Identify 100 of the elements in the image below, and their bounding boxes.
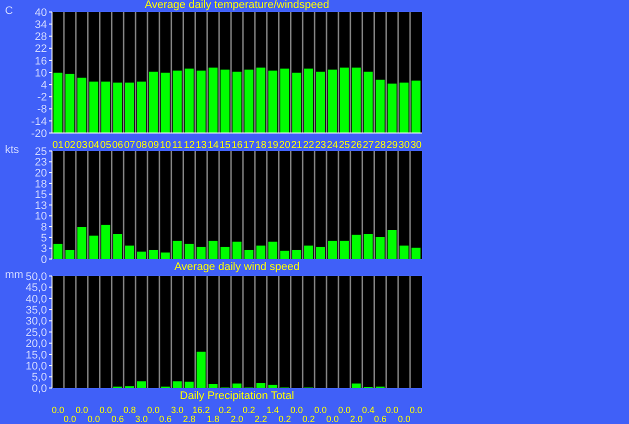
x-tick-label: 03 xyxy=(76,140,88,152)
data-label: 0.2 xyxy=(302,414,315,424)
y-axis-title: kts xyxy=(5,144,20,156)
data-label: 0.8 xyxy=(123,405,136,415)
y-tick-label: 5,0 xyxy=(32,372,47,384)
y-tick-label: 45,0 xyxy=(26,282,47,294)
bar xyxy=(89,82,98,133)
x-tick-label: 17 xyxy=(243,140,255,152)
x-tick-label: 21 xyxy=(291,140,303,152)
bar xyxy=(376,80,385,133)
x-tick-label: 16 xyxy=(231,140,243,152)
bar xyxy=(53,72,62,133)
x-axis-title: Daily Precipitation Total xyxy=(178,390,296,402)
y-tick-label: 20,0 xyxy=(26,338,47,350)
y-tick-label: 0,0 xyxy=(32,382,47,395)
y-tick-label: 3 xyxy=(40,243,47,256)
bar xyxy=(388,230,397,259)
bar xyxy=(292,250,302,259)
data-label: 0.0 xyxy=(338,405,351,415)
bar xyxy=(184,68,194,133)
y-axis-title: mm xyxy=(5,269,24,281)
data-label: 0.0 xyxy=(64,414,76,424)
bar xyxy=(304,68,314,133)
bar xyxy=(113,82,122,133)
bar xyxy=(328,70,337,133)
data-label: 0.0 xyxy=(398,414,410,424)
x-tick-label: 01 xyxy=(52,140,64,152)
bar xyxy=(208,68,218,133)
y-tick-label: 20 xyxy=(34,168,47,180)
y-tick-label: 10 xyxy=(34,210,47,223)
y-tick-label: 40,0 xyxy=(26,293,47,306)
data-label: 0.2 xyxy=(278,414,291,424)
bar xyxy=(220,70,230,133)
bar xyxy=(352,234,361,259)
x-tick-label: 20 xyxy=(279,140,291,152)
bar xyxy=(400,82,409,133)
bar xyxy=(328,240,337,259)
y-tick-label: 0 xyxy=(40,254,47,266)
bar xyxy=(65,74,74,133)
bar xyxy=(316,246,326,259)
bar xyxy=(411,80,420,133)
y-tick-label: -20 xyxy=(31,128,47,140)
x-tick-label: 29 xyxy=(386,140,398,152)
x-tick-label: 25 xyxy=(338,140,350,152)
bar xyxy=(364,234,373,259)
x-tick-label: 15 xyxy=(220,140,232,152)
bar xyxy=(208,240,218,259)
bar xyxy=(268,384,278,388)
bar xyxy=(101,82,110,133)
x-tick-label: 19 xyxy=(267,140,279,152)
bar xyxy=(340,68,349,133)
bar xyxy=(125,246,134,259)
data-label: 2.0 xyxy=(230,414,244,424)
bar xyxy=(53,244,62,259)
data-label: 0.0 xyxy=(99,405,112,415)
bar xyxy=(148,250,158,259)
bar xyxy=(364,72,373,133)
y-tick-label: 15 xyxy=(34,189,47,202)
x-tick-label: 08 xyxy=(136,140,148,152)
data-label: 0.0 xyxy=(76,405,88,415)
data-label: 16.2 xyxy=(192,405,210,415)
y-tick-label: 15,0 xyxy=(26,349,47,362)
x-tick-label: 18 xyxy=(255,140,267,152)
bar xyxy=(256,246,266,259)
y-tick-label: 10 xyxy=(34,67,47,80)
bar xyxy=(172,381,182,388)
bar xyxy=(316,72,326,133)
x-tick-label: 30 xyxy=(398,140,410,152)
x-axis-title: Average daily wind speed xyxy=(173,261,301,273)
data-label: 0.0 xyxy=(147,405,160,415)
y-tick-label: 16 xyxy=(34,55,47,68)
x-tick-label: 04 xyxy=(88,140,100,152)
x-tick-label: 27 xyxy=(362,140,374,152)
x-tick-label: 12 xyxy=(184,140,196,152)
bar xyxy=(400,246,409,259)
bar xyxy=(280,68,290,133)
bar xyxy=(256,68,266,133)
y-tick-label: 25,0 xyxy=(26,326,47,339)
y-tick-label: 40 xyxy=(34,6,47,19)
bar xyxy=(160,252,170,259)
bar xyxy=(184,244,194,259)
y-tick-label: 34 xyxy=(34,19,47,32)
bar xyxy=(184,382,194,388)
bar xyxy=(208,384,218,388)
bar xyxy=(376,236,385,259)
x-tick-label: 02 xyxy=(64,140,76,152)
y-tick-label: 4 xyxy=(40,80,47,92)
y-tick-label: -8 xyxy=(37,104,47,116)
x-tick-label: 28 xyxy=(374,140,386,152)
data-label: 0.6 xyxy=(111,414,124,424)
bar xyxy=(148,72,158,133)
bar xyxy=(340,240,349,259)
y-tick-label: 5 xyxy=(40,232,47,244)
data-label: 0.6 xyxy=(159,414,172,424)
data-label: 0.0 xyxy=(52,405,64,415)
x-tick-label: 23 xyxy=(314,140,327,152)
data-label: 3.0 xyxy=(135,414,148,424)
x-tick-label: 14 xyxy=(208,140,220,152)
y-tick-label: 35,0 xyxy=(26,304,47,317)
data-label: 0.0 xyxy=(290,405,303,415)
